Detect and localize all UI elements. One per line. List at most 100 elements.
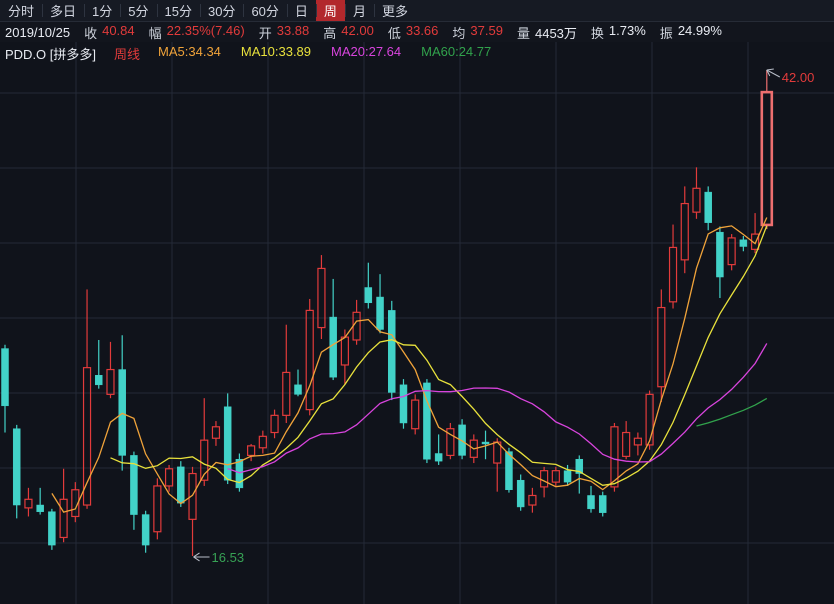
ma5-legend: MA5:34.34 bbox=[158, 44, 221, 59]
candle[interactable] bbox=[130, 451, 138, 530]
candle[interactable] bbox=[188, 466, 197, 556]
tab-day[interactable]: 日 bbox=[286, 0, 316, 21]
candle[interactable] bbox=[633, 432, 642, 456]
candle[interactable] bbox=[434, 434, 443, 465]
candle[interactable] bbox=[598, 491, 607, 517]
candle[interactable] bbox=[258, 430, 267, 454]
quote-field-label: 幅 bbox=[148, 25, 162, 41]
candle[interactable] bbox=[399, 379, 408, 429]
symbol-label: PDD.O [拼多多] bbox=[5, 47, 97, 62]
ma20-legend: MA20:27.64 bbox=[331, 44, 402, 59]
quote-field-value: 40.84 bbox=[102, 22, 135, 38]
candle[interactable] bbox=[423, 379, 431, 464]
candle-current[interactable] bbox=[760, 70, 774, 230]
candle[interactable] bbox=[411, 394, 420, 435]
candle[interactable] bbox=[469, 434, 478, 464]
candle[interactable] bbox=[587, 485, 595, 513]
candle[interactable] bbox=[575, 455, 584, 494]
tab-fenshi[interactable]: 分时 bbox=[8, 4, 35, 19]
candle[interactable] bbox=[657, 289, 666, 402]
candle[interactable] bbox=[364, 262, 373, 309]
tab-more[interactable]: 更多 bbox=[373, 0, 416, 21]
candle[interactable] bbox=[48, 508, 56, 550]
quote-date: 2019/10/25 bbox=[5, 24, 71, 40]
candle[interactable] bbox=[388, 300, 396, 401]
candle[interactable] bbox=[727, 234, 736, 271]
candle[interactable] bbox=[376, 274, 384, 334]
candle[interactable] bbox=[622, 421, 631, 460]
quote-field-close: 收 40.84 bbox=[84, 23, 135, 42]
low-price-label: 16.53 bbox=[212, 550, 245, 565]
candle[interactable] bbox=[610, 422, 619, 492]
quote-field-turnover: 换 1.73% bbox=[591, 23, 646, 42]
candle[interactable] bbox=[750, 213, 760, 254]
candle[interactable] bbox=[294, 369, 302, 397]
candle[interactable] bbox=[164, 464, 174, 492]
candle[interactable] bbox=[71, 482, 80, 523]
tab-5min[interactable]: 5分 bbox=[120, 0, 156, 21]
candle[interactable] bbox=[247, 443, 256, 462]
candle[interactable] bbox=[223, 393, 232, 485]
candle[interactable] bbox=[141, 510, 150, 553]
candle[interactable] bbox=[563, 464, 572, 486]
candle[interactable] bbox=[692, 167, 701, 219]
quote-field-value: 1.73% bbox=[608, 22, 646, 38]
quote-field-value: 42.00 bbox=[341, 22, 374, 38]
candle[interactable] bbox=[680, 186, 689, 274]
quote-field-value: 22.35%(7.46) bbox=[166, 22, 245, 38]
candlestick-chart[interactable]: 42.00 16.53 bbox=[0, 42, 834, 604]
candle[interactable] bbox=[645, 390, 654, 450]
candle[interactable] bbox=[481, 430, 490, 460]
candle[interactable] bbox=[282, 324, 291, 423]
candle[interactable] bbox=[739, 235, 748, 252]
quote-field-label: 振 bbox=[659, 25, 673, 41]
quote-field-label: 换 bbox=[590, 25, 604, 41]
tab-15min[interactable]: 15分 bbox=[156, 0, 200, 21]
tab-week[interactable]: 周 bbox=[315, 0, 345, 21]
tab-month[interactable]: 月 bbox=[344, 0, 374, 21]
candle[interactable] bbox=[352, 299, 361, 345]
candle[interactable] bbox=[329, 278, 337, 381]
tab-60min[interactable]: 60分 bbox=[243, 0, 286, 21]
candle[interactable] bbox=[59, 468, 68, 543]
candle[interactable] bbox=[95, 339, 103, 389]
candle[interactable] bbox=[82, 289, 92, 509]
quote-field-label: 低 bbox=[387, 25, 401, 41]
candle[interactable] bbox=[200, 398, 209, 486]
candle[interactable] bbox=[270, 409, 279, 439]
candle[interactable] bbox=[317, 255, 326, 340]
candle[interactable] bbox=[24, 487, 33, 517]
candle[interactable] bbox=[516, 474, 525, 511]
candle[interactable] bbox=[528, 487, 537, 513]
tab-bar: 分时 多日 1分 5分 15分 30分 60分日周月更多 bbox=[0, 0, 834, 22]
quote-field-high: 高 42.00 bbox=[323, 23, 374, 42]
quote-field-value: 37.59 bbox=[470, 22, 503, 38]
candle[interactable] bbox=[446, 422, 455, 460]
candle[interactable] bbox=[106, 341, 115, 399]
quote-field-open: 开 33.88 bbox=[259, 23, 310, 42]
candle[interactable] bbox=[36, 487, 44, 515]
candle[interactable] bbox=[305, 298, 314, 416]
candle[interactable] bbox=[211, 421, 221, 446]
candle[interactable] bbox=[704, 186, 712, 231]
quote-field-low: 低 33.66 bbox=[388, 23, 439, 42]
quote-field-change: 幅 22.35%(7.46) bbox=[149, 23, 245, 42]
tab-1min[interactable]: 1分 bbox=[84, 0, 120, 21]
candle[interactable] bbox=[668, 224, 678, 309]
quote-field-amplitude: 振 24.99% bbox=[660, 23, 722, 42]
candle[interactable] bbox=[1, 344, 9, 433]
candle[interactable] bbox=[177, 461, 185, 507]
candle[interactable] bbox=[551, 466, 560, 486]
quote-field-label: 均 bbox=[452, 25, 466, 41]
candle[interactable] bbox=[118, 335, 126, 471]
candle[interactable] bbox=[12, 424, 21, 519]
quote-bar: 2019/10/25 收 40.84 幅 22.35%(7.46) 开 33.88 高 42.… bbox=[0, 22, 834, 42]
tab-30min[interactable]: 30分 bbox=[199, 0, 243, 21]
candle[interactable] bbox=[493, 438, 502, 492]
candle[interactable] bbox=[716, 226, 724, 299]
quote-fields: 收 40.84 幅 22.35%(7.46) 开 33.88 高 42.00 低 33.66 均 37… bbox=[84, 23, 722, 42]
ma-legend: MA5:34.34 MA10:33.89 MA20:27.64 MA60:24.77 bbox=[158, 44, 491, 63]
candle[interactable] bbox=[505, 447, 513, 493]
candle[interactable] bbox=[153, 478, 162, 540]
tab-duori[interactable]: 多日 bbox=[42, 0, 84, 21]
